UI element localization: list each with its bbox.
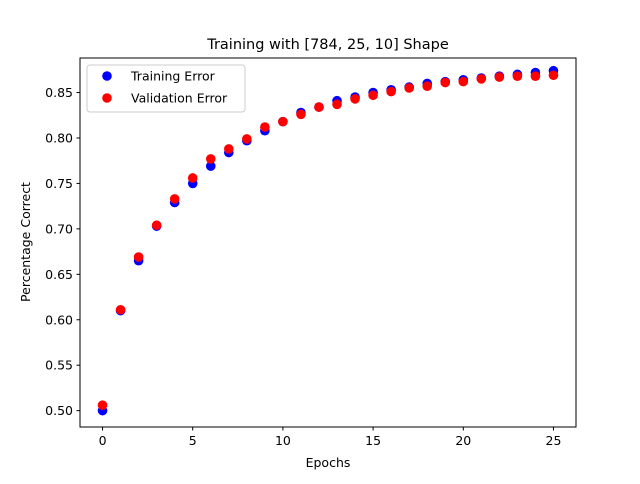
legend-label-training: Training Error [130,69,216,84]
data-points [97,65,559,416]
validation-point [296,109,306,120]
x-tick-label: 0 [99,433,107,448]
legend: Training Error Validation Error [86,64,246,113]
x-axis-ticks: 0 5 10 15 20 25 [99,427,562,448]
x-tick-label: 25 [546,433,562,448]
validation-point [332,99,342,110]
y-tick-label: 0.80 [45,130,73,145]
validation-point [530,71,541,81]
x-tick-label: 20 [455,433,471,448]
y-tick-label: 0.50 [45,403,73,418]
x-tick-label: 15 [365,433,381,448]
legend-box [86,64,246,113]
validation-point [368,90,378,101]
y-tick-label: 0.85 [45,85,73,100]
y-axis-label: Percentage Correct [18,182,33,302]
y-axis-ticks: 0.50 0.55 0.60 0.65 0.70 0.75 0.80 0.85 [45,85,80,418]
legend-marker-training [102,71,112,81]
validation-point [548,70,559,81]
x-axis-label: Epochs [306,455,351,470]
validation-point [278,116,288,127]
validation-point [422,81,433,91]
x-tick-label: 10 [275,433,291,448]
y-tick-label: 0.55 [45,358,73,373]
validation-point [260,122,270,132]
validation-point [494,72,505,82]
validation-point [512,71,523,81]
validation-point [205,154,216,164]
validation-point [314,102,324,112]
y-tick-label: 0.65 [45,267,73,282]
x-tick-label: 5 [189,433,197,448]
validation-point [386,86,396,97]
validation-point [404,83,414,93]
validation-point [97,400,108,410]
validation-point [151,220,162,231]
validation-point [458,76,469,87]
legend-marker-validation [102,93,112,103]
training-point [205,161,216,171]
y-tick-label: 0.70 [45,221,73,236]
plot-area-frame [79,57,577,428]
validation-point [115,304,126,315]
validation-point [350,94,360,104]
validation-point [224,144,234,154]
chart-title: Training with [784, 25, 10] Shape [206,37,449,53]
validation-point [440,77,451,88]
y-tick-label: 0.75 [45,176,73,191]
validation-point [242,134,252,144]
validation-point [133,252,144,262]
validation-point [187,173,198,183]
y-tick-label: 0.60 [45,312,73,327]
legend-label-validation: Validation Error [131,91,228,106]
validation-point [476,74,487,84]
validation-point [169,194,180,204]
